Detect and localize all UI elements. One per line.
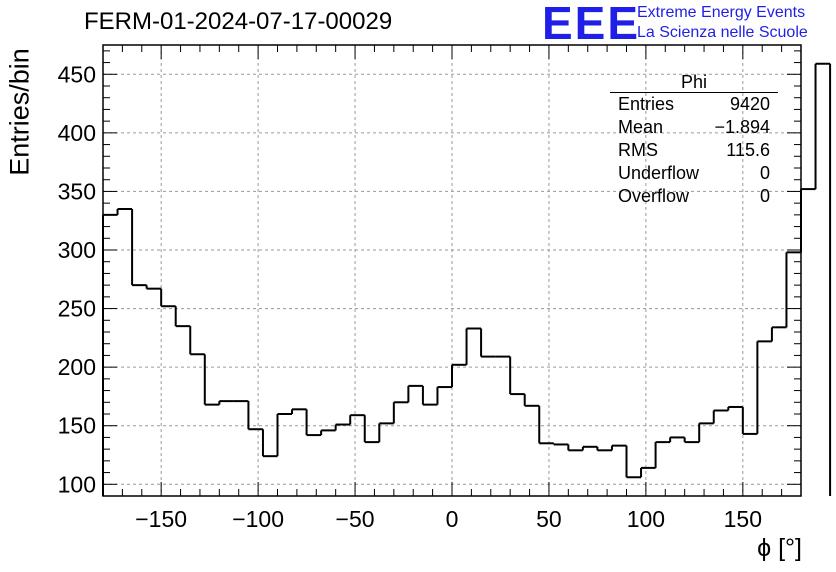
stats-value: −1.894 <box>714 117 770 137</box>
y-tick-labels: 100 150 200 250 300 350 400 450 <box>58 61 96 497</box>
x-tick-label: −50 <box>336 506 375 532</box>
stats-row: Entries 9420 <box>610 93 778 116</box>
chart-title: FERM-01-2024-07-17-00029 <box>84 8 393 35</box>
axes <box>102 44 802 497</box>
x-tick-label: 100 <box>627 506 665 532</box>
x-tick-label: 50 <box>536 506 562 532</box>
grid-lines <box>103 45 801 496</box>
stats-value: 0 <box>759 186 770 206</box>
y-tick-label: 350 <box>58 178 96 204</box>
y-axis-label: Entries/bin <box>4 48 35 176</box>
stats-box: Phi Entries 9420 Mean −1.894 RMS 115.6 U… <box>610 72 778 208</box>
stats-key: Mean <box>618 117 664 137</box>
stats-key: RMS <box>618 140 658 160</box>
stats-value: 9420 <box>729 94 770 114</box>
y-tick-label: 200 <box>58 354 96 380</box>
y-tick-label: 400 <box>58 120 96 146</box>
y-tick-label: 300 <box>58 237 96 263</box>
y-tick-label: 450 <box>58 61 96 87</box>
stats-row: Underflow 0 <box>610 162 778 185</box>
x-tick-labels: −150 −100 −50 0 50 100 150 <box>135 506 762 532</box>
x-tick-label: −150 <box>135 506 187 532</box>
y-tick-label: 150 <box>58 413 96 439</box>
stats-value: 0 <box>759 163 770 183</box>
x-axis-label: ϕ [°] <box>757 534 802 562</box>
stats-row: Mean −1.894 <box>610 116 778 139</box>
stats-key: Overflow <box>618 186 690 206</box>
stats-row: RMS 115.6 <box>610 139 778 162</box>
x-tick-label: 0 <box>446 506 459 532</box>
y-tick-label: 250 <box>58 296 96 322</box>
stats-key: Entries <box>618 94 675 114</box>
y-tick-label: 100 <box>58 471 96 497</box>
stats-value: 115.6 <box>726 140 770 160</box>
stats-row: Overflow 0 <box>610 185 778 208</box>
logo-line-1: Extreme Energy Events <box>637 4 806 21</box>
stats-key: Underflow <box>618 163 700 183</box>
x-tick-label: −100 <box>232 506 284 532</box>
stats-title: Phi <box>610 72 778 93</box>
eee-logo: EEE Extreme Energy Events La Scienza nel… <box>542 0 832 49</box>
x-tick-label: 150 <box>724 506 762 532</box>
histogram-series <box>102 62 832 496</box>
logo-line-2: La Scienza nelle Scuole <box>637 24 808 41</box>
logo-mark: EEE <box>542 0 641 49</box>
